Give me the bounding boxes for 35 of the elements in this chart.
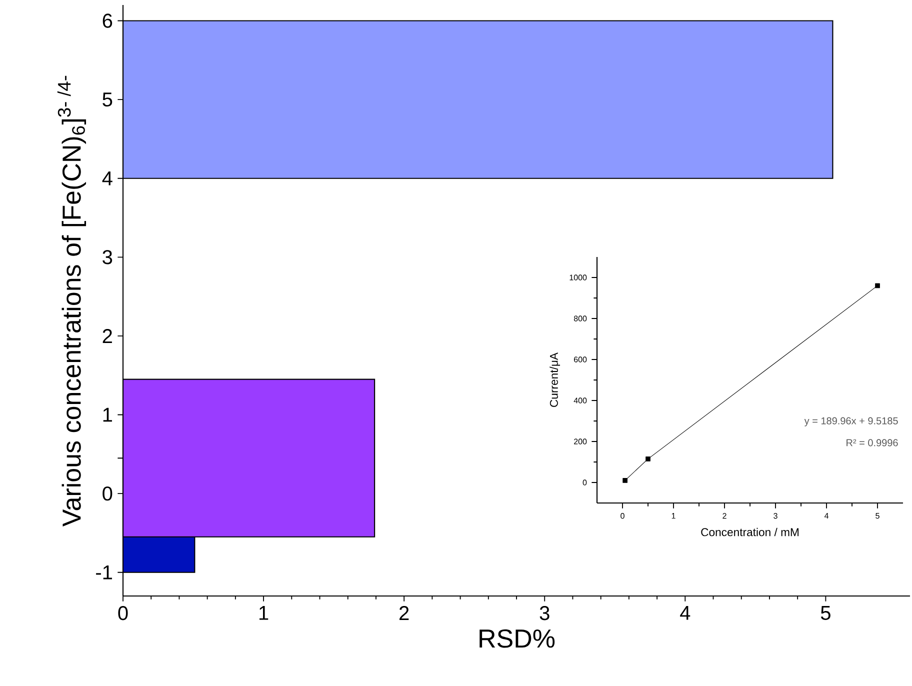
y-tick-label: -1 [96, 565, 112, 580]
x-tick-label: 1 [260, 606, 268, 620]
y-tick-label: 4 [102, 171, 112, 186]
y-tick-label: 0 [582, 480, 587, 486]
y-tick-label: 200 [574, 438, 587, 444]
y-tick-label: 3 [102, 250, 112, 264]
y-tick-label: 1000 [570, 274, 587, 280]
x-tick-label: 0 [118, 606, 128, 620]
x-tick-label: 5 [876, 513, 880, 519]
y-tick-label: 6 [102, 14, 112, 28]
x-axis-title: Concentration / mM [701, 528, 799, 536]
y-axis-title: Current/μA [550, 352, 560, 407]
y-tick-label: 600 [574, 356, 587, 362]
point [646, 456, 650, 462]
y-tick-label: 1 [103, 408, 112, 422]
y-tick-label: 0 [102, 486, 112, 501]
x-tick-label: 4 [824, 513, 829, 519]
x-tick-label: 1 [672, 513, 676, 519]
y-axis-title: Various concentrations of [Fe(CN)$_{6}$]$^{3- /4-}$ [57, 76, 86, 527]
x-tick-label: 3 [774, 513, 778, 519]
y-tick-label: 800 [574, 316, 587, 322]
x-tick-label: 0 [620, 513, 624, 519]
y-tick-label: 5 [102, 92, 112, 107]
annotation: R² = 0.9996 [846, 439, 898, 446]
annotation: y = 189.96x + 9.5185 [804, 417, 898, 426]
y-tick-label: 2 [102, 328, 112, 343]
x-axis-title: RSD% [480, 629, 555, 648]
point [875, 283, 880, 288]
x-tick-label: 4 [680, 606, 690, 620]
point [622, 478, 628, 483]
x-tick-label: 2 [400, 606, 409, 620]
x-tick-label: 2 [722, 513, 726, 519]
x-tick-label: 3 [540, 606, 550, 620]
x-tick-label: 5 [820, 606, 830, 620]
y-tick-label: 400 [574, 398, 587, 404]
